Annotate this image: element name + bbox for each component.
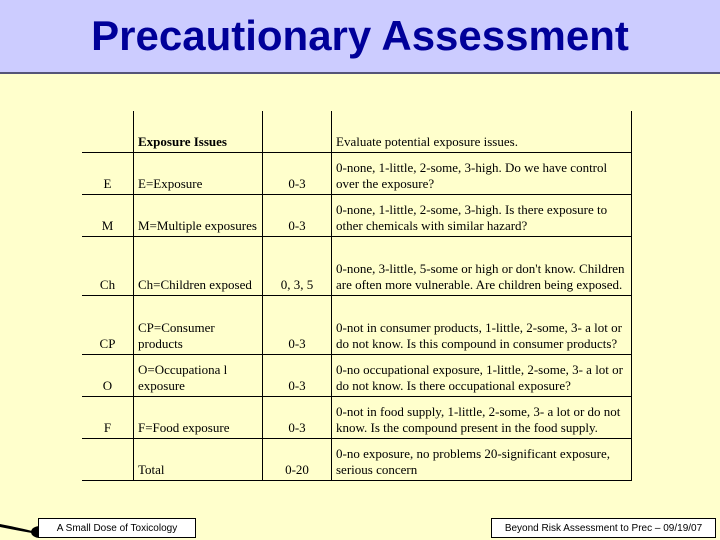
row-code: O — [82, 354, 134, 397]
title-band: Precautionary Assessment — [0, 0, 720, 74]
row-code: CP — [82, 295, 134, 355]
exposure-table: Exposure Issues Evaluate potential expos… — [82, 111, 632, 481]
row-code: F — [82, 396, 134, 439]
row-code: M — [82, 194, 134, 237]
row-desc: 0-none, 1-little, 2-some, 3-high. Do we … — [331, 152, 632, 195]
row-desc: 0-not in consumer products, 1-little, 2-… — [331, 295, 632, 355]
header-score-cell — [262, 111, 332, 153]
row-code: E — [82, 152, 134, 195]
header-issue-cell: Exposure Issues — [133, 111, 263, 153]
row-issue: E=Exposure — [133, 152, 263, 195]
table-row: CP CP=Consumer products 0-3 0-not in con… — [82, 295, 632, 355]
footer-right-label: Beyond Risk Assessment to Prec – 09/19/0… — [491, 518, 716, 538]
row-score: 0-3 — [262, 295, 332, 355]
header-code-cell — [82, 111, 134, 153]
row-score: 0-3 — [262, 396, 332, 439]
row-desc: 0-not in food supply, 1-little, 2-some, … — [331, 396, 632, 439]
total-desc: 0-no exposure, no problems 20-significan… — [331, 438, 632, 481]
row-issue: Ch=Children exposed — [133, 236, 263, 296]
row-desc: 0-no occupational exposure, 1-little, 2-… — [331, 354, 632, 397]
row-score: 0-3 — [262, 354, 332, 397]
row-desc: 0-none, 3-little, 5-some or high or don'… — [331, 236, 632, 296]
row-issue: O=Occupationa l exposure — [133, 354, 263, 397]
row-issue: CP=Consumer products — [133, 295, 263, 355]
table-row: O O=Occupationa l exposure 0-3 0-no occu… — [82, 354, 632, 397]
row-desc: 0-none, 1-little, 2-some, 3-high. Is the… — [331, 194, 632, 237]
table-total-row: Total 0-20 0-no exposure, no problems 20… — [82, 438, 632, 481]
row-score: 0, 3, 5 — [262, 236, 332, 296]
row-code: Ch — [82, 236, 134, 296]
table-row: M M=Multiple exposures 0-3 0-none, 1-lit… — [82, 194, 632, 237]
total-score: 0-20 — [262, 438, 332, 481]
header-desc-cell: Evaluate potential exposure issues. — [331, 111, 632, 153]
slide-title: Precautionary Assessment — [91, 12, 629, 59]
total-label: Total — [133, 438, 263, 481]
row-issue: M=Multiple exposures — [133, 194, 263, 237]
row-issue: F=Food exposure — [133, 396, 263, 439]
row-score: 0-3 — [262, 194, 332, 237]
table-header-row: Exposure Issues Evaluate potential expos… — [82, 111, 632, 153]
table-row: E E=Exposure 0-3 0-none, 1-little, 2-som… — [82, 152, 632, 195]
footer-left-label: A Small Dose of Toxicology — [38, 518, 196, 538]
table-row: F F=Food exposure 0-3 0-not in food supp… — [82, 396, 632, 439]
table-row: Ch Ch=Children exposed 0, 3, 5 0-none, 3… — [82, 236, 632, 296]
total-code — [82, 438, 134, 481]
row-score: 0-3 — [262, 152, 332, 195]
